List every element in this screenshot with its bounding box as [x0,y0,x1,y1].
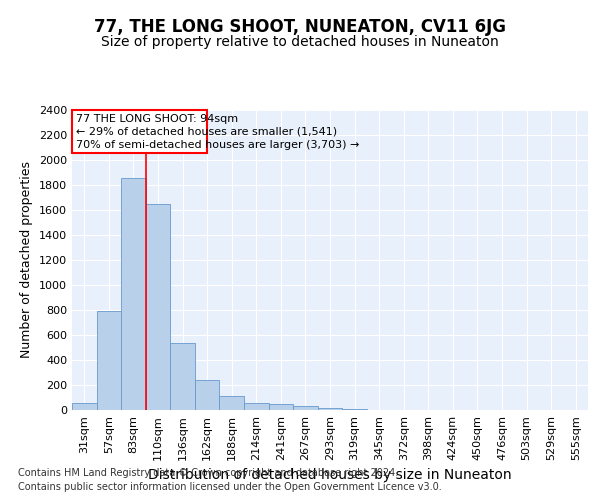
Bar [146,204,170,410]
Y-axis label: Number of detached properties: Number of detached properties [20,162,34,358]
Text: Contains public sector information licensed under the Open Government Licence v3: Contains public sector information licen… [18,482,442,492]
Bar [121,178,146,410]
Bar [72,402,97,410]
Bar [195,380,220,410]
Bar [97,311,121,410]
Bar [293,406,318,410]
Bar [220,396,244,410]
Bar [72,110,207,152]
Bar [318,408,342,410]
Text: Size of property relative to detached houses in Nuneaton: Size of property relative to detached ho… [101,35,499,49]
Text: 77 THE LONG SHOOT: 94sqm
← 29% of detached houses are smaller (1,541)
70% of sem: 77 THE LONG SHOOT: 94sqm ← 29% of detach… [76,114,359,150]
Text: 77, THE LONG SHOOT, NUNEATON, CV11 6JG: 77, THE LONG SHOOT, NUNEATON, CV11 6JG [94,18,506,36]
Text: Contains HM Land Registry data © Crown copyright and database right 2024.: Contains HM Land Registry data © Crown c… [18,468,398,477]
Bar [244,402,269,410]
Bar [269,404,293,410]
X-axis label: Distribution of detached houses by size in Nuneaton: Distribution of detached houses by size … [148,468,512,482]
Bar [170,343,195,410]
